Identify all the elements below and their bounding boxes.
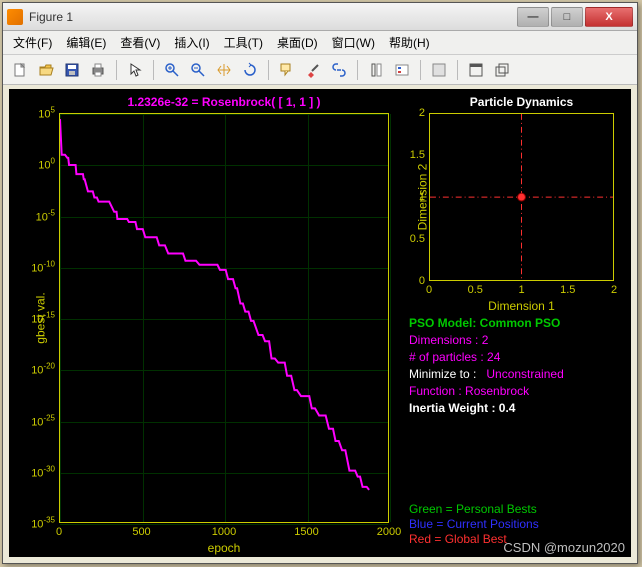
zoom-in-icon[interactable] [161,59,183,81]
pan-icon[interactable] [213,59,235,81]
menu-help[interactable]: 帮助(H) [383,32,436,53]
toolbar-sep [153,60,154,80]
app-icon [7,9,23,25]
toolbar-sep [420,60,421,80]
plot-box [59,113,389,523]
minimize-button[interactable]: — [517,7,549,27]
link-icon[interactable] [328,59,350,81]
info-dimensions: Dimensions : 2 [409,332,564,349]
info-model: PSO Model: Common PSO [409,316,560,330]
print-icon[interactable] [87,59,109,81]
chart-title: Particle Dynamics [470,95,573,109]
y-axis-label: gbest val. [34,292,48,343]
x-axis-label: epoch [208,541,241,555]
x-axis-label: Dimension 1 [488,299,555,313]
menu-file[interactable]: 文件(F) [7,32,58,53]
toolbar-sep [116,60,117,80]
convergence-chart: 1.2326e-32 = Rosenbrock( [ 1, 1 ] ) 1051… [59,113,389,523]
save-icon[interactable] [61,59,83,81]
titlebar[interactable]: Figure 1 — □ X [3,3,637,31]
y-axis-label: Dimension 2 [415,164,429,231]
info-function: Function : Rosenbrock [409,383,564,400]
particle-plot [430,114,613,280]
info-minimize: Minimize to : Unconstrained [409,366,564,383]
menubar: 文件(F) 编辑(E) 查看(V) 插入(I) 工具(T) 桌面(D) 窗口(W… [3,31,637,55]
brush-icon[interactable] [302,59,324,81]
toolbar-sep [268,60,269,80]
menu-edit[interactable]: 编辑(E) [60,32,112,53]
window-title: Figure 1 [29,10,517,24]
toolbar [3,55,637,85]
window-buttons: — □ X [517,7,633,27]
datatip-icon[interactable] [276,59,298,81]
info-block: PSO Model: Common PSO Dimensions : 2 # o… [409,315,564,417]
legend-icon[interactable] [391,59,413,81]
legend-green: Green = Personal Bests [409,502,539,517]
legend-blue: Blue = Current Positions [409,517,539,532]
toolbar-sep [457,60,458,80]
menu-insert[interactable]: 插入(I) [168,32,215,53]
colorbar-icon[interactable] [365,59,387,81]
menu-desktop[interactable]: 桌面(D) [271,32,324,53]
rotate-icon[interactable] [239,59,261,81]
maximize-button[interactable]: □ [551,7,583,27]
figure-window: Figure 1 — □ X 文件(F) 编辑(E) 查看(V) 插入(I) 工… [2,2,638,564]
menu-view[interactable]: 查看(V) [114,32,166,53]
arrow-icon[interactable] [124,59,146,81]
particle-chart: Particle Dynamics 00.511.52 00.511.52 Di… [429,113,614,281]
info-particles: # of particles : 24 [409,349,564,366]
new-icon[interactable] [9,59,31,81]
open-icon[interactable] [35,59,57,81]
zoom-out-icon[interactable] [187,59,209,81]
plot-box [429,113,614,281]
dock-icon[interactable] [465,59,487,81]
menu-window[interactable]: 窗口(W) [326,32,381,53]
info-inertia: Inertia Weight : 0.4 [409,400,564,417]
figure-canvas: 1.2326e-32 = Rosenbrock( [ 1, 1 ] ) 1051… [9,89,631,557]
menu-tools[interactable]: 工具(T) [218,32,269,53]
close-button[interactable]: X [585,7,633,27]
chart-title: 1.2326e-32 = Rosenbrock( [ 1, 1 ] ) [127,95,320,109]
toolbar-sep [357,60,358,80]
watermark: CSDN @mozun2020 [503,540,625,555]
undock-icon[interactable] [491,59,513,81]
annotation-icon[interactable] [428,59,450,81]
trace-line [60,114,388,522]
